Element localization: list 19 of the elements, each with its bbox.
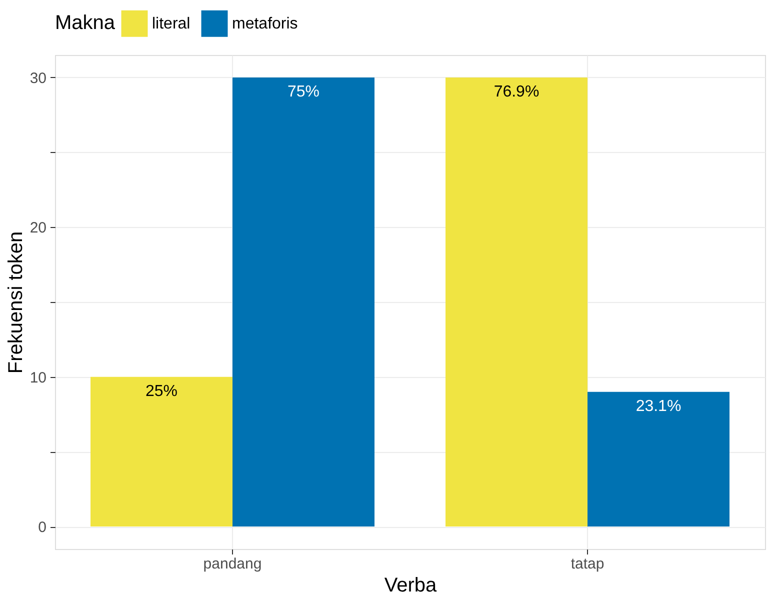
legend-label: literal: [152, 16, 190, 33]
y-tick-label: 20: [30, 220, 46, 237]
legend-title: Makna: [55, 12, 116, 34]
annotation: 25%: [145, 382, 178, 400]
x-tick-label: pandang: [203, 556, 262, 572]
bar: [232, 77, 374, 527]
bar: [446, 77, 588, 527]
annotation: 75%: [287, 83, 320, 100]
annotation: 76.9%: [494, 83, 540, 100]
x-tick-label: tatap: [570, 556, 604, 572]
bar: [588, 392, 730, 527]
y-axis-title: Frekuensi token: [4, 231, 27, 374]
annotation: 23.1%: [636, 398, 682, 415]
y-tick-label: 30: [30, 70, 46, 87]
legend-label: metaforis: [232, 16, 298, 33]
bar: [90, 376, 232, 527]
y-tick-label: 10: [30, 369, 46, 386]
x-axis-title: Verba: [384, 574, 438, 596]
y-tick-label: 0: [38, 519, 46, 536]
